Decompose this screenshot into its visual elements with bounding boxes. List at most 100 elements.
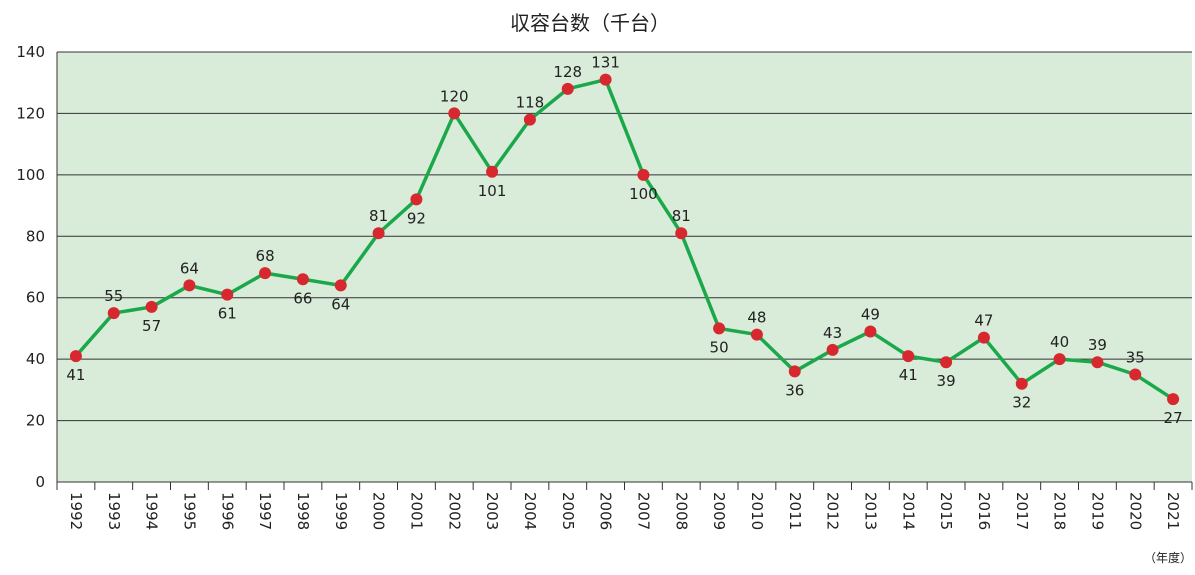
data-label: 41 [66, 366, 85, 384]
x-tick-label: 2016 [975, 492, 993, 530]
x-tick-label: 2013 [861, 492, 879, 530]
x-tick-label: 2020 [1126, 492, 1144, 530]
data-label: 43 [823, 324, 842, 342]
data-label: 118 [516, 94, 545, 112]
x-tick-label: 2011 [786, 492, 804, 530]
data-label: 131 [591, 54, 620, 72]
data-label: 48 [747, 309, 766, 327]
x-tick-label: 2007 [634, 492, 652, 530]
x-tick-label: 2021 [1164, 492, 1182, 530]
point [1091, 356, 1104, 369]
x-tick-label: 2000 [370, 492, 388, 530]
data-label: 81 [672, 207, 691, 225]
y-tick-label: 60 [26, 289, 45, 307]
data-label: 49 [861, 306, 880, 324]
point [637, 168, 650, 181]
point [826, 343, 839, 356]
y-tick-label: 0 [35, 473, 45, 491]
data-label: 41 [899, 366, 918, 384]
point [940, 356, 953, 369]
point [977, 331, 990, 344]
point [1015, 377, 1028, 390]
x-tick-label: 2003 [483, 492, 501, 530]
point [523, 113, 536, 126]
y-tick-label: 140 [16, 43, 45, 61]
point [410, 193, 423, 206]
data-label: 40 [1050, 333, 1069, 351]
data-label: 39 [937, 372, 956, 390]
x-tick-label: 2002 [445, 492, 463, 530]
x-tick-label: 1993 [105, 492, 123, 530]
point [864, 325, 877, 338]
point [1053, 353, 1066, 366]
data-label: 35 [1126, 349, 1145, 367]
plot-area [57, 52, 1192, 482]
x-tick-label: 2005 [559, 492, 577, 530]
data-label: 61 [218, 305, 237, 323]
x-tick-label: 2014 [899, 492, 917, 530]
data-label: 50 [710, 338, 729, 356]
data-label: 55 [104, 287, 123, 305]
line [74, 77, 1175, 401]
x-tick-label: 2001 [407, 492, 425, 530]
x-tick-label: 1998 [294, 492, 312, 530]
point [107, 307, 120, 320]
y-tick-label: 80 [26, 227, 45, 245]
x-tick-label: 2006 [597, 492, 615, 530]
y-tick-label: 20 [26, 412, 45, 430]
data-label: 47 [974, 312, 993, 330]
point [296, 273, 309, 286]
x-tick-label: 2019 [1088, 492, 1106, 530]
point [902, 350, 915, 363]
data-label: 92 [407, 209, 426, 227]
point [334, 279, 347, 292]
x-tick-label: 2010 [748, 492, 766, 530]
data-label: 128 [553, 63, 582, 81]
x-tick-label: 2008 [672, 492, 690, 530]
point [448, 107, 461, 120]
x-tick-label: 2012 [824, 492, 842, 530]
data-label: 57 [142, 317, 161, 335]
x-tick-label: 1994 [143, 492, 161, 530]
point [145, 300, 158, 313]
data-label: 64 [331, 295, 350, 313]
point [221, 288, 234, 301]
y-tick-label: 100 [16, 166, 45, 184]
x-tick-label: 1996 [218, 492, 236, 530]
data-label: 101 [478, 182, 507, 200]
point [788, 365, 801, 378]
x-tick-label: 2009 [710, 492, 728, 530]
x-tick-label: 1997 [256, 492, 274, 530]
point [750, 328, 763, 341]
x-tick-label: 2018 [1051, 492, 1069, 530]
data-label: 64 [180, 259, 199, 277]
point [486, 165, 499, 178]
data-label: 27 [1164, 409, 1183, 427]
point [183, 279, 196, 292]
chart-title: 収容台数（千台） [510, 11, 670, 35]
data-label: 68 [256, 247, 275, 265]
x-tick-label: 1999 [332, 492, 350, 530]
data-label: 66 [293, 289, 312, 307]
data-label: 39 [1088, 336, 1107, 354]
point [1167, 393, 1180, 406]
y-tick-label: 120 [16, 104, 45, 122]
point [713, 322, 726, 335]
point [561, 82, 574, 95]
x-tick-label: 1992 [67, 492, 85, 530]
point [259, 267, 272, 280]
point [675, 227, 688, 240]
point [69, 350, 82, 363]
x-tick-label: 2015 [937, 492, 955, 530]
point [372, 227, 385, 240]
data-label: 32 [1012, 394, 1031, 412]
data-label: 100 [629, 185, 658, 203]
x-tick-label: 1995 [180, 492, 198, 530]
point [1129, 368, 1142, 381]
data-label: 81 [369, 207, 388, 225]
x-unit: （年度） [1144, 550, 1192, 565]
x-tick-label: 2004 [521, 492, 539, 530]
point [599, 73, 612, 86]
x-tick-label: 2017 [1013, 492, 1031, 530]
